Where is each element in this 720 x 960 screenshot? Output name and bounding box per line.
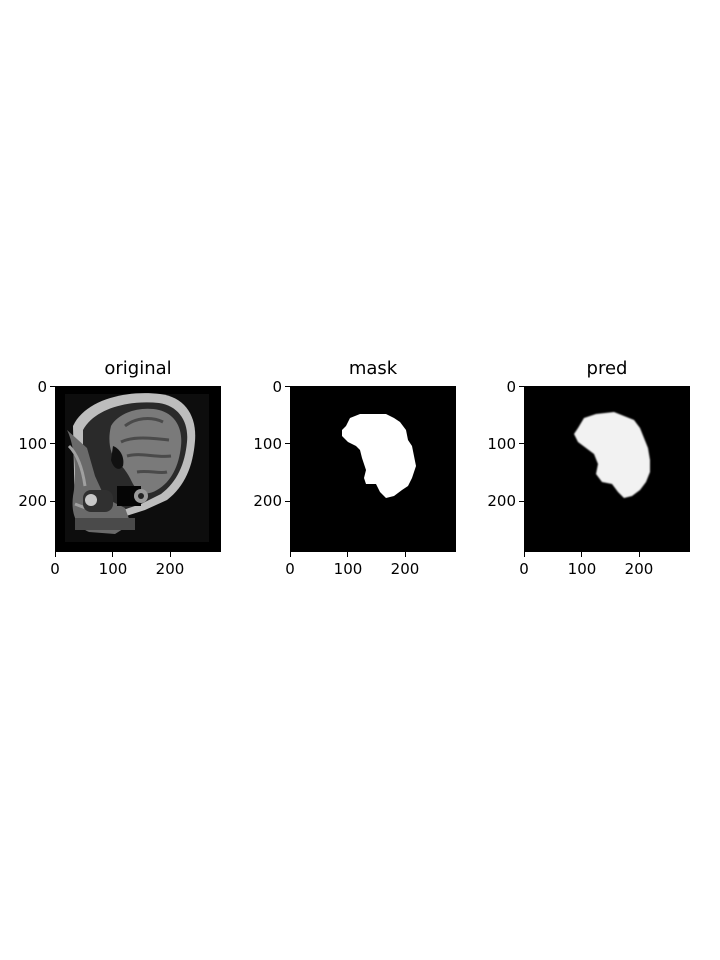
image-axes	[290, 386, 456, 552]
panel-original: original 0 100	[18, 356, 255, 596]
y-tick-mark	[519, 386, 524, 387]
predicted-mask-image	[524, 386, 690, 552]
x-tick-mark	[347, 552, 348, 557]
x-tick-mark	[290, 552, 291, 557]
x-tick-label: 0	[50, 560, 60, 578]
x-tick-mark	[405, 552, 406, 557]
y-tick-label: 0	[37, 378, 47, 396]
panel-pred: pred 0 100 200 0 100 200	[487, 356, 720, 596]
x-tick-label: 200	[624, 560, 654, 578]
image-axes	[524, 386, 690, 552]
x-tick-label: 100	[98, 560, 128, 578]
y-tick-label: 100	[253, 435, 282, 453]
y-tick-mark	[285, 443, 290, 444]
y-tick-label: 100	[18, 435, 47, 453]
x-tick-label: 200	[155, 560, 185, 578]
x-tick-label: 100	[333, 560, 363, 578]
y-tick-mark	[285, 501, 290, 502]
x-tick-mark	[524, 552, 525, 557]
y-tick-mark	[285, 386, 290, 387]
x-tick-mark	[639, 552, 640, 557]
y-tick-mark	[519, 443, 524, 444]
panel-title: original	[104, 358, 172, 379]
y-tick-mark	[50, 443, 55, 444]
y-tick-label: 200	[253, 492, 282, 510]
y-tick-label: 200	[487, 492, 516, 510]
y-tick-label: 0	[272, 378, 282, 396]
y-tick-mark	[50, 386, 55, 387]
binary-mask-image	[290, 386, 456, 552]
y-tick-label: 200	[18, 492, 47, 510]
mri-slice-image	[55, 386, 221, 552]
y-tick-label: 0	[506, 378, 516, 396]
x-tick-label: 200	[390, 560, 420, 578]
panel-mask: mask 0 100 200 0 100 200	[253, 356, 490, 596]
y-tick-mark	[50, 501, 55, 502]
x-tick-mark	[581, 552, 582, 557]
x-tick-mark	[55, 552, 56, 557]
x-tick-mark	[112, 552, 113, 557]
x-tick-label: 100	[567, 560, 597, 578]
y-tick-mark	[519, 501, 524, 502]
x-tick-label: 0	[285, 560, 295, 578]
y-tick-label: 100	[487, 435, 516, 453]
panel-title: pred	[586, 358, 628, 379]
x-tick-label: 0	[519, 560, 529, 578]
x-tick-mark	[170, 552, 171, 557]
panel-title: mask	[348, 358, 398, 379]
image-axes	[55, 386, 221, 552]
